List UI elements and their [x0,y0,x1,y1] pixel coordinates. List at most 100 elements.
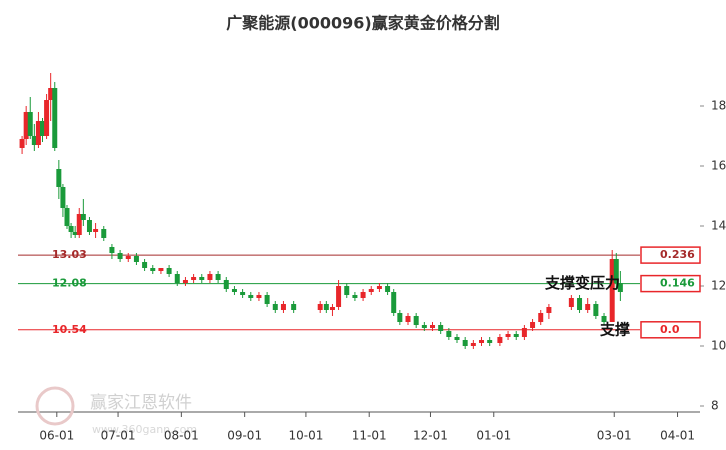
candle-body [577,298,583,310]
candle-body [80,214,86,220]
candle-body [470,343,476,346]
level-ratio: 0.0 [660,323,680,336]
candle-body [446,331,452,337]
x-tick-label: 04-01 [660,429,695,443]
candle-body [585,304,591,310]
candle-body [323,304,329,310]
candle-body [93,229,99,232]
candle-body [240,292,246,295]
candle-body [125,256,131,259]
candle-body [223,280,229,289]
candle-body [19,139,25,148]
level-label: 13.03 [52,248,87,261]
candle-body [513,334,519,337]
candle-body [166,268,172,274]
y-tick-label: 12 [711,279,726,293]
candle-body [280,304,286,310]
candle-body [256,295,262,298]
annotation: 支撑变压力 [544,274,620,292]
candle-body [462,340,468,346]
level-box [640,321,701,339]
y-tick-label: 14 [711,219,726,233]
candle-body [430,325,436,328]
candle-body [60,187,66,208]
x-tick-label: 10-01 [288,429,323,443]
candle-body [76,214,82,235]
annotation: 支撑 [599,320,630,338]
candle-body [360,292,366,298]
candle-body [86,220,92,232]
candle-body [56,169,62,187]
candle-body [191,277,197,280]
candle-body [272,304,278,310]
candle-body [52,88,58,148]
candle-body [413,316,419,325]
x-tick-label: 07-01 [101,429,136,443]
candle-body [601,316,607,322]
candle-body [385,286,391,292]
candle-body [142,262,148,268]
candle-body [291,304,297,310]
candle-body [368,289,374,292]
level-ratio: 0.236 [660,248,695,261]
watermark-logo [35,386,75,426]
candle-body [44,100,50,136]
candle-body [352,295,358,298]
candle-body [376,286,382,289]
candle-body [72,232,78,235]
candle-body [479,340,485,343]
x-tick-label: 12-01 [413,429,448,443]
x-tick-label: 08-01 [164,429,199,443]
candle-body [199,277,205,280]
candle-body [150,268,156,271]
candle-body [68,226,74,232]
candle-body [546,307,552,313]
candle-body [264,295,270,304]
candle-body [505,334,511,337]
candle-body [593,304,599,316]
x-tick-label: 09-01 [227,429,262,443]
candle-body [248,295,254,298]
candle-body [336,286,342,307]
chart-title: 广聚能源(000096)赢家黄金价格分割 [226,14,499,33]
candle-body [397,313,403,322]
candle-body [391,292,397,313]
candle-body [329,307,335,310]
x-tick-label: 03-01 [597,429,632,443]
candle-body [158,268,164,271]
candle-body [613,259,619,283]
candle-body [109,247,115,253]
watermark-text: 赢家江恩软件 [90,393,192,413]
candle-body [317,304,323,310]
level-box [640,274,701,293]
candle-body [48,88,54,100]
candle-body [101,229,107,238]
candle-body [617,283,623,292]
candle-body [174,274,180,283]
candle-body [568,298,574,307]
candle-body [438,325,444,331]
candle-body [40,121,46,136]
level-ratio: 0.146 [660,277,695,290]
candle-body [609,259,615,322]
candle-body [64,208,70,226]
candle-body [487,340,493,343]
candle-body [31,136,37,145]
candle-body [421,325,427,328]
candle-body [231,289,237,292]
candle-body [133,256,139,262]
y-tick-label: 10 [711,339,726,353]
x-tick-label: 06-01 [39,429,74,443]
watermark-url: www.360gann.com [92,423,197,436]
candle-body [27,112,33,136]
candle-body [530,322,536,328]
level-box [640,246,701,264]
candle-body [23,112,29,139]
candle-body [454,337,460,340]
candle-body [182,280,188,283]
candle-body [344,286,350,295]
candle-body [538,313,544,322]
x-tick-label: 11-01 [352,429,387,443]
